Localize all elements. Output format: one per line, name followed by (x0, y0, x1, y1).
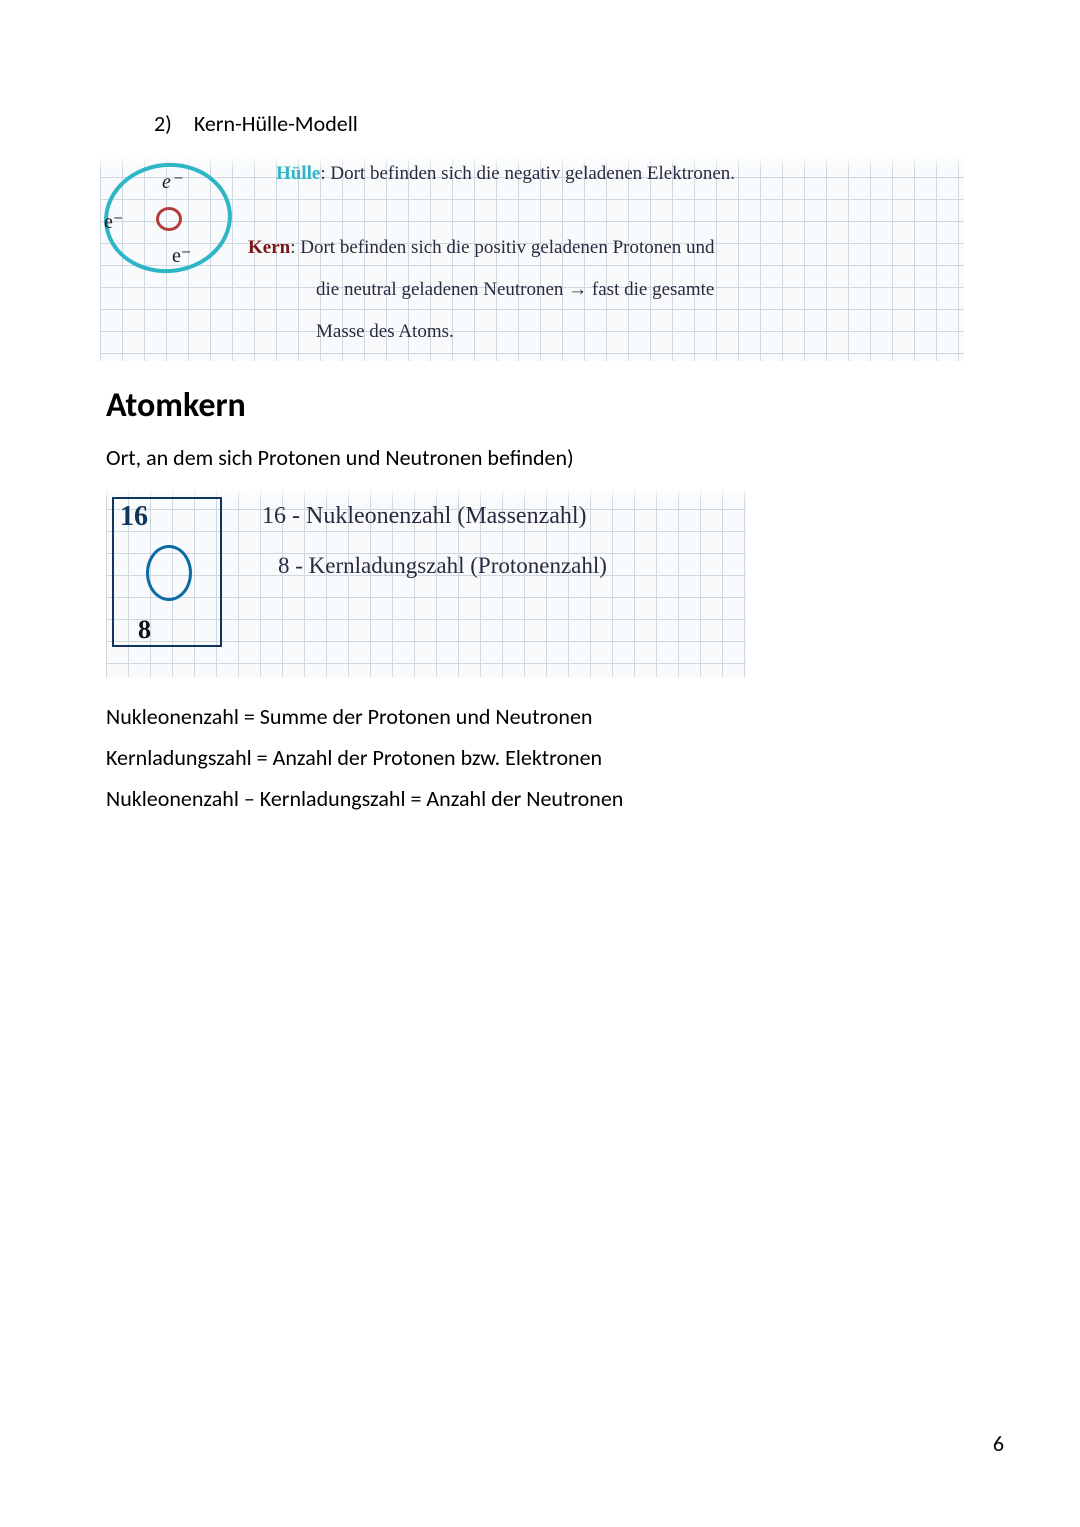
electron-label: e⁻ (172, 243, 191, 268)
proton-number: 8 (138, 615, 151, 645)
kern-line-2: die neutral geladenen Neutronen → fast d… (316, 279, 714, 301)
list-item-kern-huelle: 2) Kern-Hülle-Modell (154, 110, 974, 137)
nukleonenzahl-line: 16 - Nukleonenzahl (Massenzahl) (262, 503, 587, 530)
definition-1: Nukleonenzahl = Summe der Protonen und N… (106, 703, 974, 730)
kernladungszahl-line: 8 - Kernladungszahl (Protonenzahl) (278, 553, 607, 579)
page-number: 6 (993, 1430, 1004, 1457)
kern-line-3: Masse des Atoms. (316, 321, 454, 343)
definition-2: Kernladungszahl = Anzahl der Protonen bz… (106, 744, 974, 771)
mass-number: 16 (120, 501, 148, 533)
electron-label: e⁻ (104, 209, 123, 234)
subtitle-text: Ort, an dem sich Protonen und Neutronen … (106, 444, 974, 471)
definition-3: Nukleonenzahl – Kernladungszahl = Anzahl… (106, 785, 974, 812)
element-symbol-circle (146, 545, 192, 601)
section-title-atomkern: Atomkern (106, 385, 974, 426)
kern-text-1: : Dort befinden sich die positiv geladen… (290, 237, 714, 258)
kern-label: Kern (248, 237, 290, 258)
handwritten-diagram-kern-huelle: e⁻ e⁻ e⁻ Hülle: Dort befinden sich die n… (100, 155, 964, 361)
huelle-line: Hülle: Dort befinden sich die negativ ge… (276, 163, 735, 185)
handwritten-diagram-nukleonen: 16 8 16 - Nukleonenzahl (Massenzahl) 8 -… (106, 487, 746, 677)
electron-label: e⁻ (162, 169, 181, 194)
huelle-text: : Dort befinden sich die negativ geladen… (320, 163, 735, 184)
nucleus-circle (156, 207, 182, 231)
huelle-label: Hülle (276, 163, 320, 184)
kern-line-1: Kern: Dort befinden sich die positiv gel… (248, 237, 714, 259)
